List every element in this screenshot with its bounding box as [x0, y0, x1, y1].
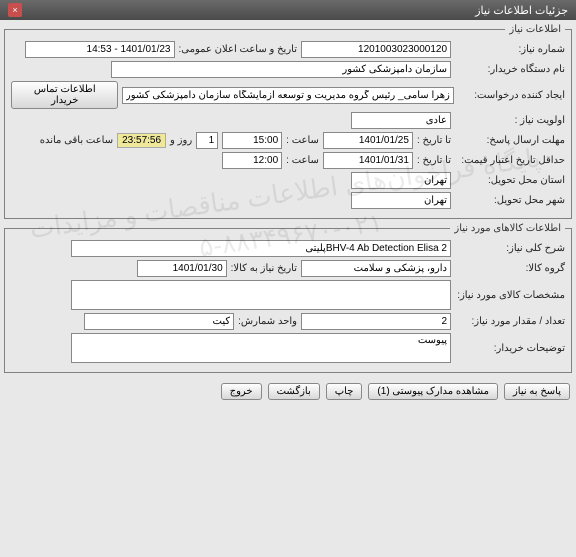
need-no-label: شماره نیاز: [455, 44, 565, 55]
quantity-field[interactable] [301, 313, 451, 330]
response-date-field[interactable] [323, 132, 413, 149]
to-date-label-2: تا تاریخ : [417, 155, 451, 166]
delivery-city-label: شهر محل تحویل: [455, 195, 565, 206]
description-field[interactable] [71, 240, 451, 257]
specifications-field[interactable] [71, 280, 451, 310]
exit-button[interactable]: خروج [221, 383, 262, 400]
description-label: شرح کلی نیاز: [455, 243, 565, 254]
pub-datetime-field[interactable] [25, 41, 175, 58]
window-titlebar: جزئیات اطلاعات نیاز × [0, 0, 576, 20]
need-info-legend: اطلاعات نیاز [505, 24, 565, 35]
creator-label: ایجاد کننده درخواست: [458, 90, 565, 101]
time-remaining-label: ساعت باقی مانده [40, 135, 113, 146]
to-date-label-1: تا تاریخ : [417, 135, 451, 146]
respond-button[interactable]: پاسخ به نیاز [504, 383, 570, 400]
goods-info-fieldset: اطلاعات کالاهای مورد نیاز شرح کلی نیاز: … [4, 223, 572, 373]
need-date-label: تاریخ نیاز به کالا: [231, 263, 297, 274]
buyer-contact-button[interactable]: اطلاعات تماس خریدار [11, 81, 118, 109]
need-date-field[interactable] [137, 260, 227, 277]
buyer-label: نام دستگاه خریدار: [455, 64, 565, 75]
days-remaining-field[interactable] [196, 132, 218, 149]
delivery-province-label: استان محل تحویل: [455, 175, 565, 186]
pub-datetime-label: تاریخ و ساعت اعلان عمومی: [179, 44, 298, 55]
price-validity-label: حداقل تاریخ اعتبار قیمت: [455, 155, 565, 166]
time-remaining-value: 23:57:56 [117, 133, 166, 148]
need-no-field[interactable] [301, 41, 451, 58]
specifications-label: مشخصات کالای مورد نیاز: [455, 290, 565, 301]
buyer-notes-field[interactable]: پیوست [71, 333, 451, 363]
print-button[interactable]: چاپ [326, 383, 363, 400]
back-button[interactable]: بازگشت [268, 383, 320, 400]
price-time-field[interactable] [222, 152, 282, 169]
priority-label: اولویت نیاز : [455, 115, 565, 126]
priority-field[interactable] [351, 112, 451, 129]
time-label-1: ساعت : [286, 135, 319, 146]
delivery-province-field[interactable] [351, 172, 451, 189]
price-date-field[interactable] [323, 152, 413, 169]
days-label: روز و [170, 135, 192, 146]
need-info-fieldset: اطلاعات نیاز شماره نیاز: تاریخ و ساعت اع… [4, 24, 572, 219]
window-title: جزئیات اطلاعات نیاز [475, 4, 568, 17]
response-time-field[interactable] [222, 132, 282, 149]
action-bar: پاسخ به نیاز مشاهده مدارک پیوستی (1) چاپ… [0, 377, 576, 406]
response-deadline-label: مهلت ارسال پاسخ: [455, 135, 565, 146]
close-icon[interactable]: × [8, 3, 22, 17]
quantity-label: تعداد / مقدار مورد نیاز: [455, 316, 565, 327]
unit-field[interactable] [84, 313, 234, 330]
goods-info-legend: اطلاعات کالاهای مورد نیاز [450, 223, 565, 234]
time-label-2: ساعت : [286, 155, 319, 166]
buyer-field[interactable] [111, 61, 451, 78]
creator-field[interactable] [122, 87, 453, 104]
goods-group-label: گروه کالا: [455, 263, 565, 274]
goods-group-field[interactable] [301, 260, 451, 277]
view-attachments-button[interactable]: مشاهده مدارک پیوستی (1) [368, 383, 498, 400]
delivery-city-field[interactable] [351, 192, 451, 209]
buyer-notes-label: توضیحات خریدار: [455, 343, 565, 354]
unit-label: واحد شمارش: [238, 316, 297, 327]
